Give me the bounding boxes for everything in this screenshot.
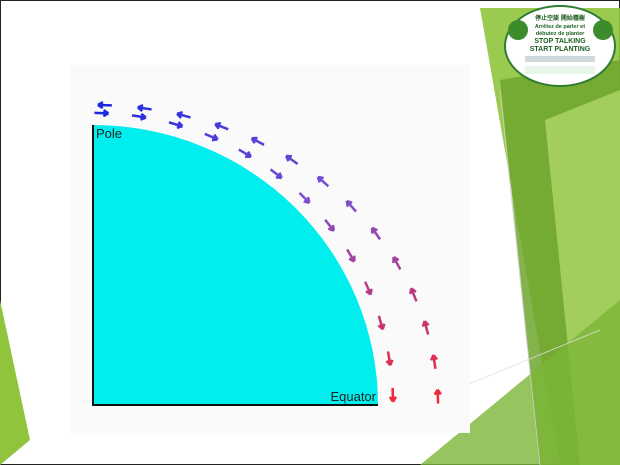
logo-text: STOP TALKING (534, 38, 586, 45)
logo-tree (508, 20, 528, 40)
slide: Pole Equator 停止空談 開始種樹 Arrêtez de parler… (0, 0, 620, 465)
logo-sponsors (525, 66, 595, 74)
logo-text: Arrêtez de parler et (535, 24, 585, 30)
logo-badges (525, 56, 595, 62)
logo-tree (593, 20, 613, 40)
equator-label: Equator (330, 389, 376, 404)
logo: 停止空談 開始種樹 Arrêtez de parler et débutez d… (505, 6, 615, 86)
pole-label: Pole (96, 126, 122, 141)
logo-text: débutez de planter (536, 31, 585, 37)
logo-text: START PLANTING (530, 46, 591, 53)
logo-text: 停止空談 開始種樹 (535, 14, 585, 22)
